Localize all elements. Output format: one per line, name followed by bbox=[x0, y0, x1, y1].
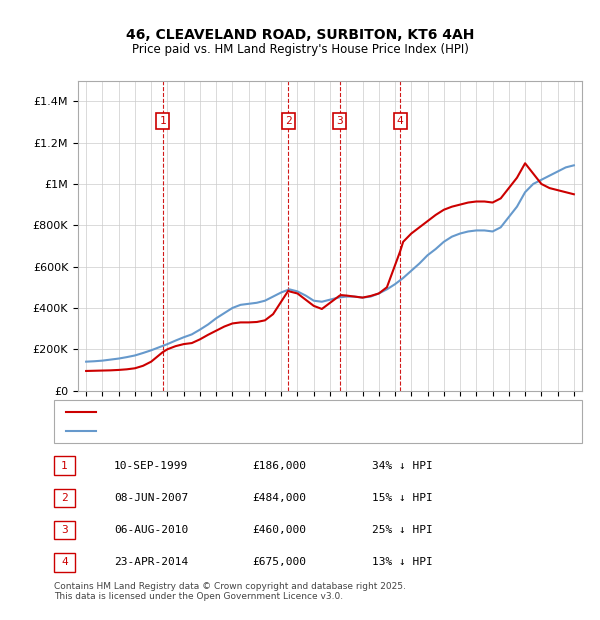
Text: 1: 1 bbox=[160, 116, 166, 126]
Text: 23-APR-2014: 23-APR-2014 bbox=[114, 557, 188, 567]
Text: £484,000: £484,000 bbox=[252, 493, 306, 503]
Text: 4: 4 bbox=[61, 557, 68, 567]
Text: 2: 2 bbox=[285, 116, 292, 126]
Text: 15% ↓ HPI: 15% ↓ HPI bbox=[372, 493, 433, 503]
Text: 1: 1 bbox=[61, 461, 68, 471]
Text: 13% ↓ HPI: 13% ↓ HPI bbox=[372, 557, 433, 567]
Text: 46, CLEAVELAND ROAD, SURBITON, KT6 4AH: 46, CLEAVELAND ROAD, SURBITON, KT6 4AH bbox=[126, 28, 474, 42]
Text: HPI: Average price, detached house, Kingston upon Thames: HPI: Average price, detached house, King… bbox=[102, 426, 395, 436]
Text: £186,000: £186,000 bbox=[252, 461, 306, 471]
Text: £460,000: £460,000 bbox=[252, 525, 306, 535]
Text: 3: 3 bbox=[337, 116, 343, 126]
Text: 25% ↓ HPI: 25% ↓ HPI bbox=[372, 525, 433, 535]
Text: Contains HM Land Registry data © Crown copyright and database right 2025.
This d: Contains HM Land Registry data © Crown c… bbox=[54, 582, 406, 601]
Text: Price paid vs. HM Land Registry's House Price Index (HPI): Price paid vs. HM Land Registry's House … bbox=[131, 43, 469, 56]
Text: 46, CLEAVELAND ROAD, SURBITON, KT6 4AH (detached house): 46, CLEAVELAND ROAD, SURBITON, KT6 4AH (… bbox=[102, 407, 410, 417]
Text: 08-JUN-2007: 08-JUN-2007 bbox=[114, 493, 188, 503]
Text: 2: 2 bbox=[61, 493, 68, 503]
Text: 34% ↓ HPI: 34% ↓ HPI bbox=[372, 461, 433, 471]
Text: 06-AUG-2010: 06-AUG-2010 bbox=[114, 525, 188, 535]
Text: 3: 3 bbox=[61, 525, 68, 535]
Text: 10-SEP-1999: 10-SEP-1999 bbox=[114, 461, 188, 471]
Text: £675,000: £675,000 bbox=[252, 557, 306, 567]
Text: 4: 4 bbox=[397, 116, 404, 126]
